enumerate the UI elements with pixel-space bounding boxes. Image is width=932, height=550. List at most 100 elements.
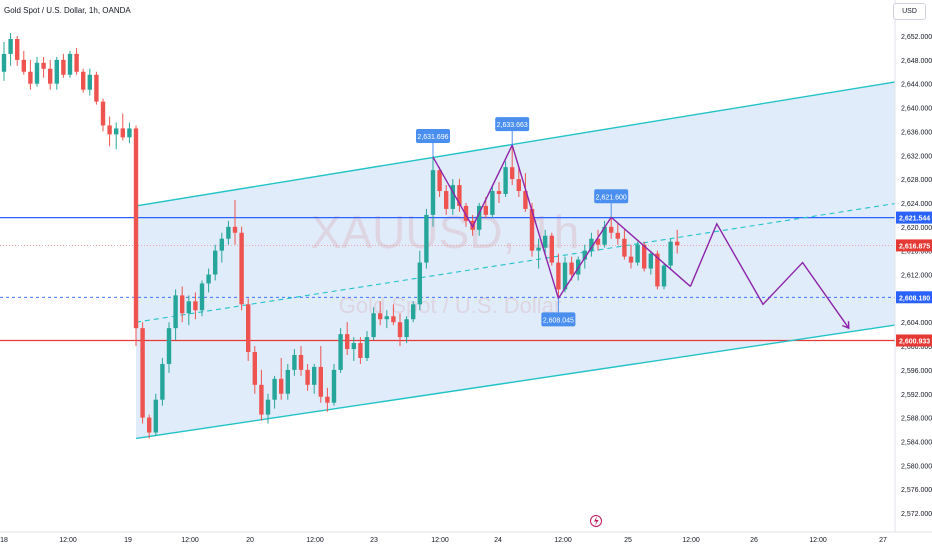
candle: [15, 36, 20, 66]
candle: [437, 167, 442, 197]
time-tick-label: 24: [494, 537, 502, 544]
price-line-label-text: 2,608.180: [899, 295, 930, 302]
candle-body: [595, 238, 601, 245]
time-tick-label: 27: [879, 537, 887, 544]
price-tick-label: 2,612.000: [901, 273, 932, 280]
candle: [628, 244, 634, 269]
candle-body: [417, 262, 422, 305]
candle-body: [378, 313, 383, 320]
candle-body: [424, 214, 429, 263]
candle-body: [668, 241, 673, 266]
projection-path: [689, 222, 850, 329]
candle-body: [655, 253, 660, 287]
candle-body: [556, 262, 561, 290]
candle: [391, 304, 396, 326]
time-tick-label: 12:00: [59, 537, 77, 544]
price-line-label: 2,600.933: [896, 334, 932, 347]
candle-body: [173, 295, 178, 329]
candle-body: [74, 53, 79, 72]
price-tick-label: 2,632.000: [901, 153, 932, 160]
price-tick-label: 2,624.000: [901, 201, 932, 208]
candle: [28, 59, 33, 90]
candle-body: [463, 205, 469, 221]
currency-scale-button[interactable]: USD: [893, 3, 926, 20]
candle: [206, 268, 211, 293]
candle: [166, 322, 172, 373]
time-tick-label: 12:00: [181, 537, 199, 544]
candle: [364, 331, 370, 361]
candle-body: [305, 369, 310, 385]
time-tick-label: 12:00: [682, 537, 700, 544]
price-tick-label: 2,640.000: [901, 106, 932, 113]
candle: [147, 414, 152, 439]
price-line-label: 2,621.544: [896, 211, 932, 224]
candle-body: [457, 185, 462, 206]
candle: [510, 145, 515, 186]
candle-body: [298, 354, 304, 370]
callout-label: 2,608.045: [543, 317, 574, 324]
candle-body: [239, 232, 244, 305]
price-tick-label: 2,584.000: [901, 439, 932, 446]
price-tick-label: 2,604.000: [901, 320, 932, 327]
candle: [298, 346, 304, 376]
candle-body: [48, 68, 53, 84]
price-callout: 2,633.663: [495, 117, 530, 146]
candle: [153, 393, 158, 436]
candle: [622, 229, 627, 260]
candle-body: [569, 262, 574, 275]
lightning-icon: [594, 516, 599, 526]
candle: [358, 337, 363, 364]
price-tick-label: 2,628.000: [901, 177, 932, 184]
candle-body: [615, 232, 620, 239]
candle: [246, 298, 251, 361]
candle: [430, 157, 436, 227]
candle-body: [94, 74, 99, 102]
candle: [140, 322, 145, 424]
candle: [87, 68, 92, 96]
candle-body: [8, 38, 13, 54]
candle: [114, 122, 119, 150]
candle-body: [523, 191, 528, 209]
candle-body: [338, 334, 343, 370]
candle: [523, 173, 528, 212]
candle-body: [562, 262, 568, 290]
candle-body: [206, 274, 211, 284]
candle-body: [199, 283, 205, 311]
callout-box: [495, 117, 530, 132]
candle: [384, 310, 389, 329]
candle-body: [397, 322, 403, 338]
price-tick-label: 2,580.000: [901, 463, 932, 470]
candle: [648, 250, 653, 275]
price-line-label-text: 2,621.544: [899, 216, 930, 223]
candle: [496, 182, 502, 203]
callout-label: 2,633.663: [497, 122, 528, 129]
candle: [186, 295, 191, 326]
candle-body: [28, 71, 33, 84]
candle: [193, 292, 198, 320]
candle: [609, 217, 614, 239]
candle-body: [54, 59, 59, 84]
candle-body: [384, 316, 389, 320]
candle-body: [549, 235, 554, 263]
candle: [345, 322, 350, 355]
candle: [543, 229, 548, 254]
candle: [265, 393, 271, 424]
time-tick-label: 12:00: [306, 537, 324, 544]
candle-body: [450, 185, 455, 209]
price-tick-label: 2,592.000: [901, 392, 932, 399]
candle: [107, 116, 112, 147]
candles: [1, 33, 680, 439]
chart-title: Gold Spot / U.S. Dollar, 1h, OANDA: [4, 6, 131, 15]
candle: [516, 167, 521, 197]
candle: [589, 232, 594, 257]
candle: [279, 357, 284, 400]
price-line-label-text: 2,616.875: [899, 243, 930, 250]
candle-body: [219, 238, 224, 251]
candle-body: [272, 378, 277, 400]
candle: [595, 229, 601, 251]
channel-lower-line: [135, 318, 932, 440]
candle: [292, 349, 297, 376]
channel-fill: [136, 75, 932, 439]
candle: [160, 357, 165, 406]
